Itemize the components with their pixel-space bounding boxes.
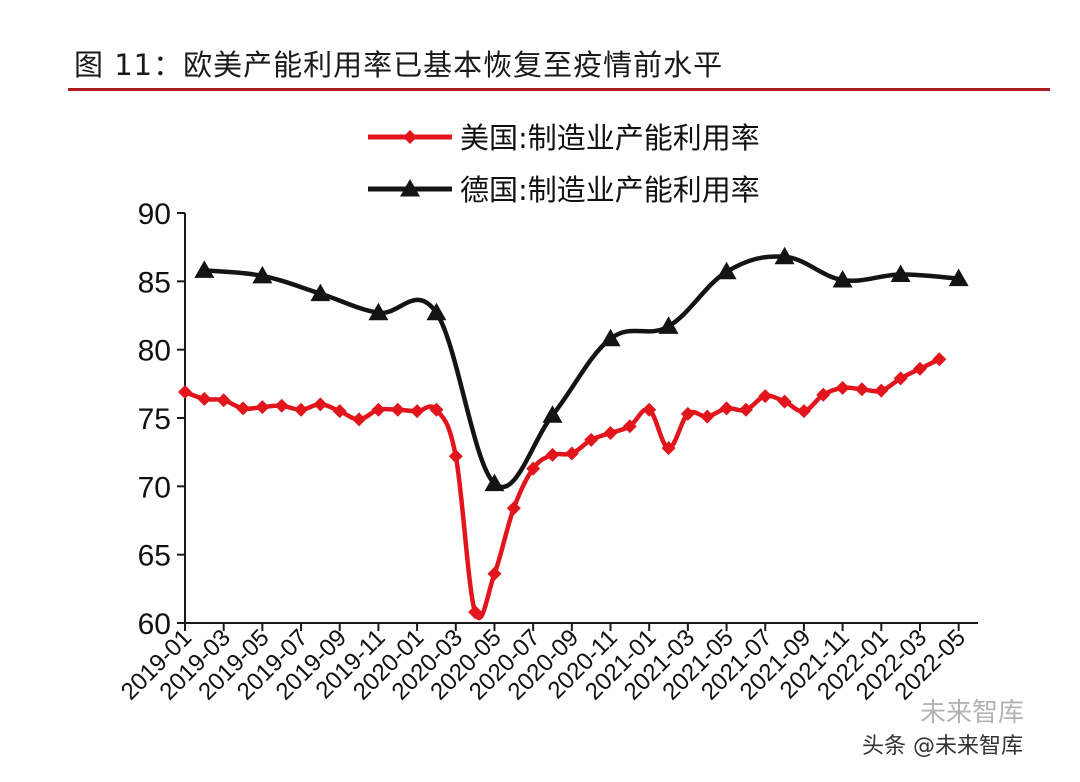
data-point-de [542,405,563,423]
data-point-us [487,566,502,581]
data-point-us [816,387,831,402]
legend-label: 美国:制造业产能利用率 [460,121,760,155]
data-point-us [661,441,676,456]
data-point-us [313,397,328,412]
watermark-faint-text: 未来智库 [920,698,1025,728]
data-point-us [564,446,579,461]
data-point-de [658,316,679,334]
data-point-de [252,265,273,284]
data-point-de [310,283,331,302]
data-point-us [545,447,560,462]
data-point-us [294,402,309,417]
y-tick-label: 80 [138,335,171,368]
data-point-de [832,269,853,288]
data-point-us [236,401,251,416]
data-point-us [680,406,695,421]
data-point-us [777,394,792,409]
data-point-us [642,402,657,417]
y-tick-label: 85 [138,266,171,299]
data-point-de [194,260,215,278]
data-point-us [700,409,715,424]
data-point-de [890,264,911,282]
data-point-de [484,473,505,492]
data-point-de [426,302,447,321]
data-point-us [468,605,483,620]
y-tick-label: 60 [138,608,171,641]
data-point-de [716,261,737,280]
series-us [178,352,947,621]
data-point-us [758,389,773,404]
series-line-de [202,254,961,489]
data-point-de [368,302,389,321]
data-point-us [603,426,618,441]
data-point-us [584,432,599,447]
data-point-de [600,328,621,347]
data-point-us [526,461,541,476]
data-point-de [774,246,795,265]
data-point-us [622,419,637,434]
data-point-us [371,402,386,417]
axes: 606570758085902019-012019-032019-052019-… [116,198,978,706]
legend-item-de: 德国:制造业产能利用率 [368,173,760,207]
data-point-us [429,402,444,417]
data-point-us [912,361,927,376]
figure-title: 图 11：欧美产能利用率已基本恢复至疫情前水平 [74,48,724,82]
data-point-us [719,401,734,416]
data-point-us [255,400,270,415]
legend-marker [400,179,420,197]
data-point-us [274,398,289,413]
y-tick-label: 70 [138,471,171,504]
legend-marker [403,130,417,144]
y-tick-label: 75 [138,403,171,436]
legend-item-us: 美国:制造业产能利用率 [368,121,760,155]
title-divider [68,88,1050,91]
data-point-us [835,380,850,395]
legend-label: 德国:制造业产能利用率 [460,173,760,207]
data-point-de [948,268,969,287]
data-point-us [197,391,212,406]
series-de [194,246,969,492]
data-point-us [506,501,521,516]
data-point-us [178,385,192,400]
data-point-us [216,393,231,408]
data-point-us [352,412,367,427]
watermark-text: 头条 @未来智库 [862,734,1023,759]
data-point-us [796,404,811,419]
data-point-us [932,352,947,367]
data-point-us [854,382,869,397]
data-point-us [738,402,753,417]
data-point-us [332,404,347,419]
data-point-us [390,402,405,417]
y-tick-label: 65 [138,540,171,573]
data-point-us [448,449,463,464]
y-tick-label: 90 [138,198,171,231]
data-point-us [410,404,425,419]
data-point-us [893,371,908,386]
data-point-us [874,383,889,398]
watermark: 未来智库 头条 @未来智库 [862,698,1024,760]
